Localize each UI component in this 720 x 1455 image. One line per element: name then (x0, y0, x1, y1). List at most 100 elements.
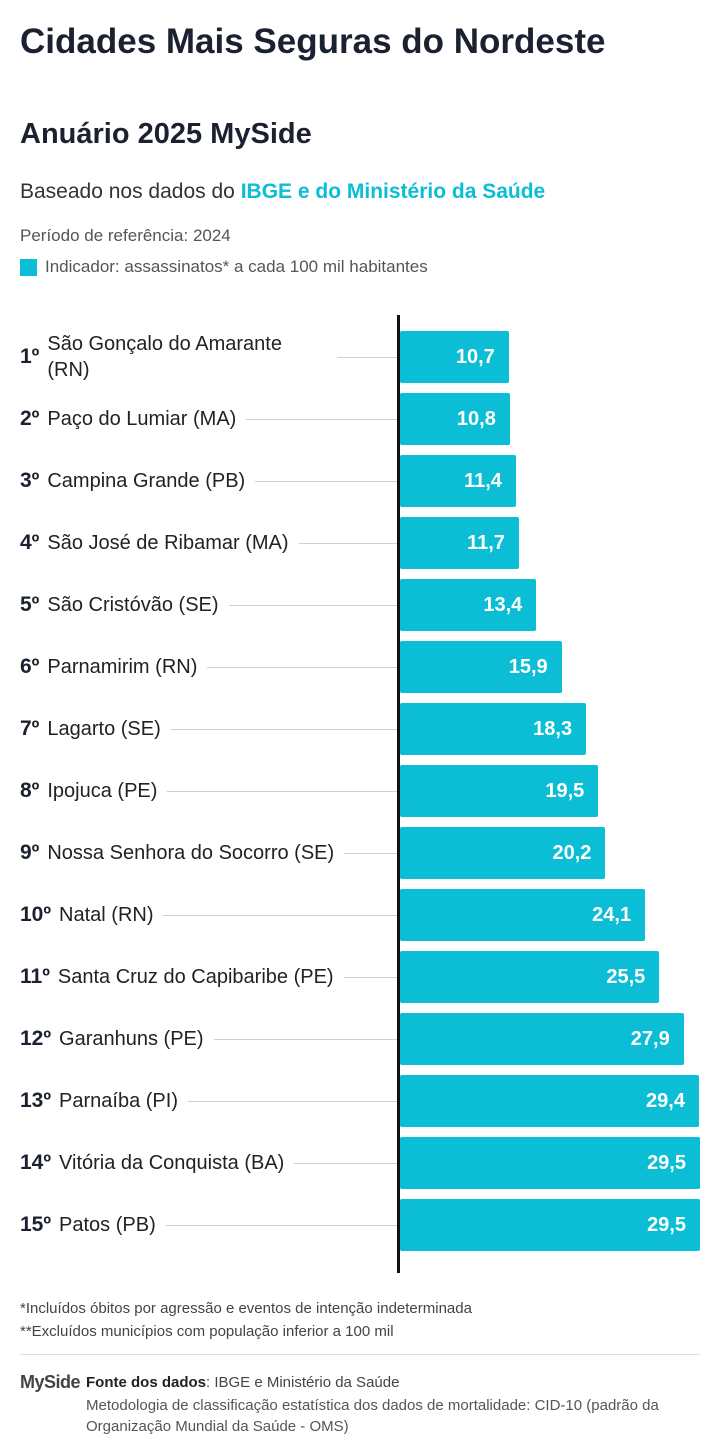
row-label: 7º Lagarto (SE) (20, 703, 400, 755)
rank: 12º (20, 1027, 52, 1050)
bar-row: 9º Nossa Senhora do Socorro (SE) 20,2 (20, 827, 700, 879)
leader-line (298, 542, 400, 544)
row-label: 8º Ipojuca (PE) (20, 765, 400, 817)
leader-line (170, 728, 400, 730)
source-text: : IBGE e Ministério da Saúde (206, 1374, 400, 1391)
category-label: Paço do Lumiar (MA) (47, 408, 237, 430)
row-label: 1º São Gonçalo do Amarante (RN) (20, 331, 400, 383)
bar-row: 1º São Gonçalo do Amarante (RN) 10,7 (20, 331, 700, 383)
rank: 9º (20, 841, 40, 864)
value-label: 11,7 (467, 532, 505, 554)
row-label: 13º Parnaíba (PI) (20, 1075, 400, 1127)
value-label: 19,5 (545, 780, 585, 802)
bar-row: 2º Paço do Lumiar (MA) 10,8 (20, 393, 700, 445)
legend-swatch (20, 258, 37, 276)
leader-line (163, 914, 400, 916)
legend: Indicador: assassinatos* a cada 100 mil … (20, 257, 428, 277)
row-label: 6º Parnamirim (RN) (20, 641, 400, 693)
rank: 7º (20, 717, 40, 740)
chart-subtitle: Anuário 2025 MySide (20, 118, 312, 150)
source: Fonte dos dados: IBGE e Ministério da Sa… (86, 1372, 399, 1393)
row-label: 9º Nossa Senhora do Socorro (SE) (20, 827, 400, 879)
rank: 5º (20, 593, 40, 616)
value-label: 25,5 (606, 966, 646, 988)
value-label: 29,4 (646, 1090, 685, 1112)
leader-line (246, 418, 400, 420)
value-label: 20,2 (552, 842, 592, 864)
bar-row: 5º São Cristóvão (SE) 13,4 (20, 579, 700, 631)
bar (400, 641, 562, 693)
rank: 14º (20, 1151, 52, 1174)
value-label: 10,7 (455, 346, 495, 368)
basis-prefix: Baseado nos dados do (20, 180, 235, 203)
bar (400, 1075, 699, 1127)
bar (400, 517, 519, 569)
footnote: **Excluídos municípios com população inf… (20, 1323, 394, 1340)
category-label: Parnaíba (PI) (59, 1090, 178, 1112)
bar (400, 393, 510, 445)
value-label: 18,3 (533, 718, 573, 740)
bar-row: 14º Vitória da Conquista (BA) 29,5 (20, 1137, 700, 1189)
bar (400, 1137, 700, 1189)
bar (400, 1013, 684, 1065)
row-label: 3º Campina Grande (PB) (20, 455, 400, 507)
leader-line (213, 1038, 400, 1040)
category-label: São Cristóvão (SE) (47, 594, 219, 616)
leader-line (207, 666, 400, 668)
bar (400, 765, 599, 817)
value-label: 29,5 (647, 1214, 686, 1236)
rank: 13º (20, 1089, 52, 1112)
rank: 11º (20, 965, 50, 988)
category-label: São Gonçalo do Amarante (RN) (47, 333, 282, 381)
rank: 10º (20, 903, 52, 926)
category-label: Ipojuca (PE) (47, 780, 158, 802)
row-label: 2º Paço do Lumiar (MA) (20, 393, 400, 445)
rank: 1º (20, 345, 40, 368)
leader-line (228, 604, 400, 606)
leader-line (344, 852, 400, 854)
bar-row: 4º São José de Ribamar (MA) 11,7 (20, 517, 700, 569)
value-label: 24,1 (592, 904, 632, 926)
value-label: 13,4 (483, 594, 523, 616)
rank: 2º (20, 407, 40, 430)
value-label: 27,9 (630, 1028, 670, 1050)
value-label: 11,4 (464, 470, 502, 492)
footnote: *Incluídos óbitos por agressão e eventos… (20, 1300, 472, 1317)
category-label: Nossa Senhora do Socorro (SE) (47, 842, 335, 864)
basis-highlight: IBGE e do Ministério da Saúde (240, 180, 546, 203)
leader-line (343, 976, 400, 978)
basis: Baseado nos dados do IBGE e do Ministéri… (20, 180, 545, 204)
value-label: 10,8 (456, 408, 496, 430)
bar (400, 579, 537, 631)
category-label: Lagarto (SE) (47, 718, 161, 740)
leader-line (255, 480, 400, 482)
bar-row: 15º Patos (PB) 29,5 (20, 1199, 700, 1251)
methodology: Metodologia de classificação estatística… (86, 1397, 659, 1435)
leader-line (337, 356, 400, 358)
period: Período de referência: 2024 (20, 226, 231, 245)
row-label: 10º Natal (RN) (20, 889, 400, 941)
bar (400, 827, 606, 879)
bar-row: 11º Santa Cruz do Capibaribe (PE) 25,5 (20, 951, 700, 1003)
rank: 4º (20, 531, 40, 554)
bar (400, 889, 646, 941)
row-label: 4º São José de Ribamar (MA) (20, 517, 400, 569)
category-label: Patos (PB) (59, 1214, 156, 1236)
leader-line (165, 1224, 400, 1226)
bar (400, 703, 587, 755)
bar-row: 8º Ipojuca (PE) 19,5 (20, 765, 700, 817)
leader-line (167, 790, 400, 792)
row-label: 12º Garanhuns (PE) (20, 1013, 400, 1065)
bar-row: 7º Lagarto (SE) 18,3 (20, 703, 700, 755)
logo: MySide (20, 1372, 81, 1392)
bar (400, 331, 509, 383)
rank: 3º (20, 469, 40, 492)
source-label: Fonte dos dados (86, 1374, 206, 1391)
category-label: Campina Grande (PB) (47, 470, 246, 492)
row-label: 11º Santa Cruz do Capibaribe (PE) (20, 951, 400, 1003)
value-label: 29,5 (647, 1152, 686, 1174)
category-label: Garanhuns (PE) (59, 1028, 204, 1050)
row-label: 5º São Cristóvão (SE) (20, 579, 400, 631)
category-label: Vitória da Conquista (BA) (59, 1152, 285, 1174)
